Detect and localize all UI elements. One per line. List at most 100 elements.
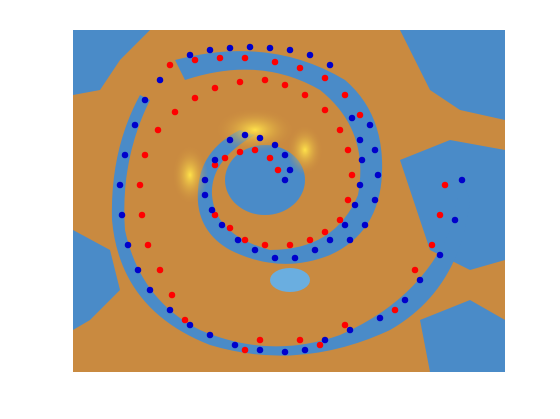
point: [451, 216, 459, 224]
point: [311, 246, 319, 254]
point: [361, 221, 369, 229]
point: [306, 236, 314, 244]
point: [346, 326, 354, 334]
point: [301, 91, 309, 99]
point: [291, 254, 299, 262]
point: [201, 191, 209, 199]
point: [346, 236, 354, 244]
point: [191, 56, 199, 64]
point: [166, 61, 174, 69]
point: [358, 156, 366, 164]
point: [341, 91, 349, 99]
point: [316, 341, 324, 349]
point: [458, 176, 466, 184]
point: [121, 151, 129, 159]
point: [141, 96, 149, 104]
point: [281, 176, 289, 184]
point: [348, 171, 356, 179]
point: [131, 121, 139, 129]
point: [266, 154, 274, 162]
point: [206, 46, 214, 54]
point: [154, 126, 162, 134]
point: [391, 306, 399, 314]
point: [211, 156, 219, 164]
point: [281, 348, 289, 356]
point: [286, 241, 294, 249]
point: [356, 181, 364, 189]
point: [356, 136, 364, 144]
point: [256, 134, 264, 142]
point: [371, 146, 379, 154]
point: [321, 106, 329, 114]
point: [344, 196, 352, 204]
point: [241, 236, 249, 244]
point: [118, 211, 126, 219]
point: [186, 51, 194, 59]
point: [144, 241, 152, 249]
point: [124, 241, 132, 249]
point: [256, 336, 264, 344]
point: [241, 131, 249, 139]
point: [321, 74, 329, 82]
point: [341, 221, 349, 229]
point: [401, 296, 409, 304]
point: [136, 181, 144, 189]
points: [116, 43, 466, 356]
point: [241, 54, 249, 62]
point: [206, 331, 214, 339]
point: [156, 266, 164, 274]
point: [281, 81, 289, 89]
point: [366, 121, 374, 129]
point: [286, 166, 294, 174]
point: [416, 276, 424, 284]
point: [326, 236, 334, 244]
point: [208, 206, 216, 214]
point: [156, 76, 164, 84]
point: [181, 316, 189, 324]
point: [134, 266, 142, 274]
point: [274, 166, 282, 174]
point: [141, 151, 149, 159]
point: [266, 44, 274, 52]
point: [138, 211, 146, 219]
point: [348, 114, 356, 122]
point: [321, 336, 329, 344]
point: [211, 211, 219, 219]
point: [116, 181, 124, 189]
point: [271, 58, 279, 66]
point: [428, 241, 436, 249]
point: [306, 51, 314, 59]
point: [336, 126, 344, 134]
point: [226, 224, 234, 232]
point: [171, 108, 179, 116]
point: [251, 146, 259, 154]
point: [216, 54, 224, 62]
point: [301, 346, 309, 354]
point: [321, 228, 329, 236]
point: [218, 221, 226, 229]
point: [201, 176, 209, 184]
point: [296, 64, 304, 72]
point: [226, 44, 234, 52]
point: [226, 136, 234, 144]
point: [271, 141, 279, 149]
point: [236, 78, 244, 86]
point: [236, 148, 244, 156]
point: [371, 196, 379, 204]
point: [376, 314, 384, 322]
point: [436, 251, 444, 259]
point: [336, 216, 344, 224]
point: [211, 84, 219, 92]
point: [351, 201, 359, 209]
point: [271, 254, 279, 262]
point: [356, 111, 364, 119]
point: [261, 241, 269, 249]
point: [436, 211, 444, 219]
point: [186, 321, 194, 329]
point: [286, 46, 294, 54]
point: [441, 181, 449, 189]
point: [251, 246, 259, 254]
point: [341, 321, 349, 329]
point: [241, 346, 249, 354]
